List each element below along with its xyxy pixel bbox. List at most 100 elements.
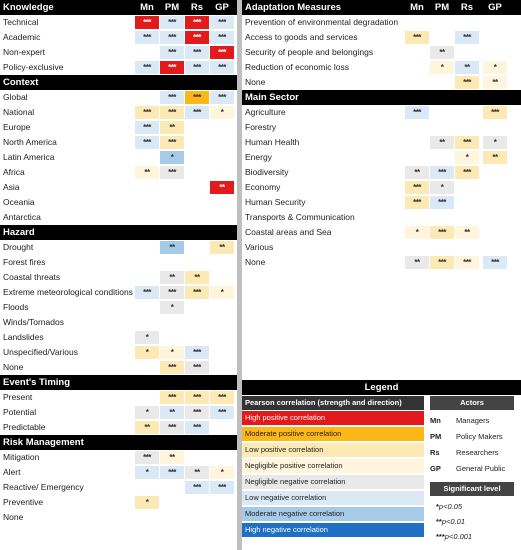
significance-cell: *** — [210, 406, 234, 419]
actors-title: Actors — [430, 396, 514, 410]
significance-cell: ** — [483, 151, 507, 164]
row-label: Reactive/ Emergency — [3, 482, 84, 492]
column-header-pm: PM — [164, 2, 180, 13]
row-label: Academic — [3, 32, 41, 42]
row-label: Coastal threats — [3, 272, 61, 282]
significance-cell: *** — [160, 166, 184, 179]
significance-cell: *** — [185, 391, 209, 404]
significance-cell: *** — [210, 391, 234, 404]
significance-cell: *** — [430, 166, 454, 179]
significance-cell: ** — [455, 61, 479, 74]
column-header-rs: Rs — [190, 2, 204, 13]
significance-cell: ** — [455, 226, 479, 239]
row-label: Biodiversity — [245, 167, 289, 177]
significance-cell: *** — [185, 106, 209, 119]
significance-cell: *** — [210, 46, 234, 59]
significance-cell: *** — [185, 91, 209, 104]
row-label: None — [3, 362, 24, 372]
legend-subtitle: Pearson correlation (strength and direct… — [242, 396, 424, 410]
significance-cell: *** — [135, 286, 159, 299]
section-title: Event's Timing — [3, 377, 71, 388]
significance-cell: *** — [160, 61, 184, 74]
significance-row: ***p<0.001 — [436, 532, 472, 544]
significance-cell: *** — [185, 16, 209, 29]
actor-name: Researchers — [456, 448, 499, 457]
significance-cell: ** — [430, 136, 454, 149]
significance-cell: *** — [185, 31, 209, 44]
significance-cell: *** — [135, 121, 159, 134]
table-row: Energy * ** — [242, 150, 521, 165]
significance-cell: *** — [160, 136, 184, 149]
row-label: Extreme meteorological conditions — [3, 287, 133, 297]
significance-cell: ** — [405, 166, 429, 179]
significance-cell: * — [135, 466, 159, 479]
table-row: Forestry — [242, 120, 521, 135]
section-header: Risk Management — [0, 435, 237, 450]
table-row: Antarctica — [0, 210, 237, 225]
section-title: Main Sector — [245, 92, 299, 103]
legend-title: Legend — [242, 380, 521, 395]
row-label: Energy — [245, 152, 272, 162]
row-label: Human Security — [245, 197, 306, 207]
significance-cell: *** — [160, 106, 184, 119]
significance-cell: *** — [185, 361, 209, 374]
table-row: Transports & Communication — [242, 210, 521, 225]
table-row: Human Health ** *** * — [242, 135, 521, 150]
section-title: Knowledge — [3, 2, 54, 13]
table-row: Winds/Tornados — [0, 315, 237, 330]
significance-cell: *** — [135, 31, 159, 44]
significance-cell: * — [430, 181, 454, 194]
significance-cell: * — [405, 226, 429, 239]
row-label: Drought — [3, 242, 34, 252]
actor-abbr: Mn — [430, 416, 441, 425]
significance-cell: *** — [210, 61, 234, 74]
significance-cell: ** — [135, 421, 159, 434]
significance-cell: ** — [405, 256, 429, 269]
legend-item: Low negative correlation — [242, 491, 424, 505]
table-row: Access to goods and services *** *** — [242, 30, 521, 45]
significance-cell: *** — [185, 481, 209, 494]
significance-cell: *** — [405, 106, 429, 119]
table-row: Potential * ** *** *** — [0, 405, 237, 420]
row-label: Policy-exclusive — [3, 62, 64, 72]
row-label: Winds/Tornados — [3, 317, 64, 327]
row-label: Oceania — [3, 197, 35, 207]
significance-cell: *** — [405, 181, 429, 194]
significance-cell: ** — [160, 121, 184, 134]
table-row: Reduction of economic loss * ** * — [242, 60, 521, 75]
section-header: Adaptation Measures Mn PM Rs GP — [242, 0, 521, 15]
table-row: Europe *** ** — [0, 120, 237, 135]
table-row: Human Security *** *** — [242, 195, 521, 210]
significance-cell: ** — [160, 451, 184, 464]
legend-item: High negative correlation — [242, 523, 424, 537]
significance-stars: ** — [436, 517, 442, 526]
significance-cell: * — [135, 496, 159, 509]
section-title: Hazard — [3, 227, 35, 238]
significance-cell: * — [455, 151, 479, 164]
significance-cell: ** — [483, 76, 507, 89]
significance-cell: *** — [405, 196, 429, 209]
significance-cell: *** — [210, 31, 234, 44]
significance-cell: *** — [135, 16, 159, 29]
significance-cell: ** — [430, 46, 454, 59]
left-panel: Knowledge Mn PM Rs GP Technical *** *** *** *** Ac… — [0, 0, 237, 525]
significance-threshold: p<0.05 — [438, 502, 463, 511]
significance-cell: * — [160, 346, 184, 359]
row-label: Antarctica — [3, 212, 41, 222]
significance-cell: *** — [210, 481, 234, 494]
table-row: Reactive/ Emergency *** *** — [0, 480, 237, 495]
table-row: Mitigation *** ** — [0, 450, 237, 465]
significance-stars: *** — [436, 532, 445, 541]
section-header: Knowledge Mn PM Rs GP — [0, 0, 237, 15]
table-row: Academic *** *** *** *** — [0, 30, 237, 45]
row-label: Latin America — [3, 152, 55, 162]
table-row: Policy-exclusive *** *** *** *** — [0, 60, 237, 75]
legend: Legend Pearson correlation (strength and… — [242, 380, 521, 550]
row-label: Human Health — [245, 137, 300, 147]
table-row: Extreme meteorological conditions *** *** *… — [0, 285, 237, 300]
row-label: Security of people and belongings — [245, 47, 374, 57]
actor-abbr: Rs — [430, 448, 440, 457]
row-label: Potential — [3, 407, 37, 417]
significance-cell: * — [210, 106, 234, 119]
row-label: Alert — [3, 467, 21, 477]
